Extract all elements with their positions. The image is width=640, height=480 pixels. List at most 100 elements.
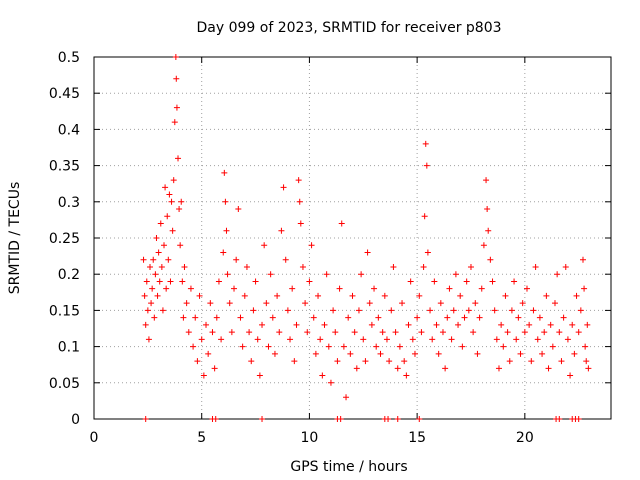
x-tick-label: 15 xyxy=(408,430,426,446)
data-point xyxy=(173,75,180,82)
data-point xyxy=(143,278,150,285)
data-point xyxy=(421,213,428,220)
data-points xyxy=(140,54,592,422)
data-point xyxy=(205,350,212,357)
data-point xyxy=(575,329,582,336)
data-point xyxy=(237,314,244,321)
data-point xyxy=(325,343,332,350)
data-point xyxy=(549,343,556,350)
data-point xyxy=(433,321,440,328)
data-point xyxy=(194,358,201,365)
data-point xyxy=(142,416,149,422)
data-point xyxy=(455,321,462,328)
data-point xyxy=(280,184,287,191)
data-point xyxy=(196,292,203,299)
data-point xyxy=(233,256,240,263)
data-point xyxy=(437,300,444,307)
data-point xyxy=(444,314,451,321)
data-point xyxy=(381,292,388,299)
data-point xyxy=(484,206,491,213)
plot-frame xyxy=(93,56,612,420)
data-point xyxy=(222,198,229,205)
data-point xyxy=(271,350,278,357)
data-point xyxy=(373,343,380,350)
data-point xyxy=(411,350,418,357)
data-point xyxy=(144,307,151,314)
y-tick-label: 0.05 xyxy=(49,376,80,392)
data-point xyxy=(284,307,291,314)
data-point xyxy=(386,358,393,365)
data-point xyxy=(212,416,219,422)
data-point xyxy=(483,177,490,184)
data-point xyxy=(224,271,231,278)
data-point xyxy=(203,321,210,328)
data-point xyxy=(472,300,479,307)
data-point xyxy=(254,336,261,343)
data-point xyxy=(347,350,354,357)
data-point xyxy=(274,292,281,299)
data-point xyxy=(459,343,466,350)
data-point xyxy=(239,343,246,350)
data-point xyxy=(330,307,337,314)
x-axis-label: GPS time / hours xyxy=(290,459,407,475)
data-point xyxy=(442,365,449,372)
data-point xyxy=(259,416,266,422)
data-point xyxy=(295,177,302,184)
data-point xyxy=(584,321,591,328)
data-point xyxy=(207,300,214,307)
data-point xyxy=(581,285,588,292)
data-point xyxy=(181,263,188,270)
data-point xyxy=(218,336,225,343)
data-point xyxy=(168,198,175,205)
data-point xyxy=(246,329,253,336)
y-tick-label: 0.4 xyxy=(58,122,80,138)
data-point xyxy=(554,271,561,278)
data-point xyxy=(252,278,259,285)
data-point xyxy=(269,314,276,321)
data-point xyxy=(141,292,148,299)
data-point xyxy=(388,307,395,314)
data-point xyxy=(282,256,289,263)
data-point xyxy=(178,198,185,205)
data-point xyxy=(157,220,164,227)
data-point xyxy=(312,350,319,357)
y-tick-label: 0.5 xyxy=(58,50,80,66)
data-point xyxy=(327,379,334,386)
data-point xyxy=(448,336,455,343)
data-point xyxy=(526,321,533,328)
data-point xyxy=(213,314,220,321)
data-point xyxy=(414,314,421,321)
data-point xyxy=(399,300,406,307)
data-point xyxy=(177,242,184,249)
data-point xyxy=(287,336,294,343)
data-point xyxy=(392,329,399,336)
data-point xyxy=(521,329,528,336)
grid-lines xyxy=(94,57,611,419)
x-tick-label: 20 xyxy=(516,430,534,446)
data-point xyxy=(375,314,382,321)
data-point xyxy=(183,300,190,307)
data-point xyxy=(409,336,416,343)
data-point xyxy=(299,263,306,270)
data-point xyxy=(569,321,576,328)
y-tick-label: 0.35 xyxy=(49,159,80,175)
x-tick-label: 5 xyxy=(197,430,206,446)
data-point xyxy=(515,314,522,321)
data-point xyxy=(145,336,152,343)
data-point xyxy=(336,285,343,292)
data-point xyxy=(171,119,178,126)
data-point xyxy=(394,416,401,422)
data-point xyxy=(564,336,571,343)
data-point xyxy=(385,416,392,422)
data-point xyxy=(220,249,227,256)
data-point xyxy=(337,416,344,422)
data-point xyxy=(371,285,378,292)
data-point xyxy=(502,292,509,299)
data-point xyxy=(390,263,397,270)
data-point xyxy=(528,358,535,365)
data-point xyxy=(571,350,578,357)
data-point xyxy=(429,336,436,343)
data-point xyxy=(150,256,157,263)
data-point xyxy=(536,314,543,321)
